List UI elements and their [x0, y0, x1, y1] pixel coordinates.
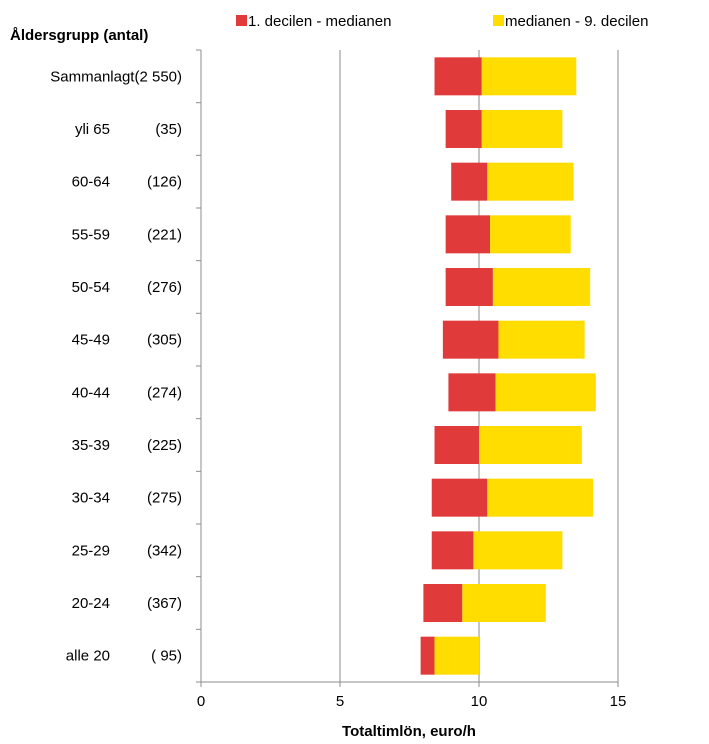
- category-name: 45-49: [72, 332, 110, 349]
- x-tick-label-5: 5: [336, 693, 344, 710]
- y-axis-title: Åldersgrupp (antal): [10, 27, 148, 44]
- legend-label-decile1: 1. decilen - medianen: [248, 13, 391, 30]
- category-labels: Sammanlagt(2 550) yli 65 (35) 60-64 (126) 55-…: [50, 68, 182, 664]
- category-count: (276): [147, 279, 182, 296]
- axes: [196, 49, 619, 687]
- category-count: (342): [147, 542, 182, 559]
- bar-decile1-median-8: [431, 478, 488, 517]
- bar-median-decile9-6: [495, 373, 596, 412]
- category-name: 40-44: [72, 384, 110, 401]
- category-count: ( 95): [151, 648, 182, 665]
- bar-median-decile9-7: [479, 426, 582, 464]
- category-label-3: 55-59 (221): [72, 226, 182, 243]
- bar-median-decile9-10: [462, 584, 546, 622]
- category-label-7: 35-39 (225): [72, 437, 182, 454]
- category-count: (225): [147, 437, 182, 454]
- category-label-0: Sammanlagt(2 550): [50, 68, 182, 85]
- category-label-11: alle 20 ( 95): [66, 648, 182, 665]
- category-name: 25-29: [72, 542, 110, 559]
- category-label-8: 30-34 (275): [72, 490, 182, 507]
- bar-decile1-median-1: [445, 110, 482, 148]
- legend-swatch-decile9: [493, 15, 504, 26]
- bar-decile1-median-3: [445, 215, 491, 254]
- bar-decile1-median-5: [442, 320, 499, 359]
- bar-median-decile9-3: [490, 215, 571, 254]
- bar-median-decile9-5: [498, 320, 585, 359]
- x-axis-title: Totaltimlön, euro/h: [342, 723, 476, 740]
- bar-decile1-median-11: [420, 636, 435, 675]
- category-name: 60-64: [72, 174, 110, 191]
- category-label-5: 45-49 (305): [72, 332, 182, 349]
- category-name: yli 65: [75, 121, 110, 138]
- category-label-9: 25-29 (342): [72, 542, 182, 559]
- category-label-2: 60-64 (126): [72, 174, 182, 191]
- category-count: (126): [147, 174, 182, 191]
- bar-median-decile9-1: [481, 110, 563, 148]
- bar-median-decile9-4: [492, 268, 591, 306]
- category-label-4: 50-54 (276): [72, 279, 182, 296]
- category-count: (305): [147, 332, 182, 349]
- x-tick-label-10: 10: [471, 693, 488, 710]
- x-tick-label-15: 15: [610, 693, 627, 710]
- x-tick-label-0: 0: [197, 693, 205, 710]
- category-name: alle 20: [66, 648, 110, 665]
- bar-decile1-median-9: [431, 531, 474, 570]
- bar-median-decile9-2: [487, 162, 574, 201]
- category-name: 50-54: [72, 279, 110, 296]
- bar-decile1-median-6: [448, 373, 496, 412]
- bar-decile1-median-0: [434, 57, 482, 96]
- category-name: 20-24: [72, 595, 110, 612]
- bar-decile1-median-4: [445, 268, 493, 306]
- bar-decile1-median-7: [434, 426, 479, 464]
- bars: [420, 57, 596, 675]
- category-name: 35-39: [72, 437, 110, 454]
- category-name: Sammanlagt(2 550): [50, 68, 182, 85]
- gridlines: [339, 50, 619, 682]
- category-name: 55-59: [72, 226, 110, 243]
- category-count: (275): [147, 490, 182, 507]
- bar-median-decile9-9: [473, 531, 563, 570]
- bar-decile1-median-10: [423, 584, 463, 622]
- bar-decile1-median-2: [451, 162, 488, 201]
- category-count: (367): [147, 595, 182, 612]
- bar-median-decile9-8: [487, 478, 593, 517]
- legend-swatch-decile1: [236, 15, 247, 26]
- category-label-10: 20-24 (367): [72, 595, 182, 612]
- bar-median-decile9-0: [481, 57, 577, 96]
- category-label-1: yli 65 (35): [75, 121, 182, 138]
- category-label-6: 40-44 (274): [72, 384, 182, 401]
- bar-median-decile9-11: [434, 636, 479, 675]
- legend: 1. decilen - medianen medianen - 9. deci…: [236, 13, 648, 30]
- category-name: 30-34: [72, 490, 110, 507]
- category-count: (35): [155, 121, 182, 138]
- x-tick-labels: 0 5 10 15: [197, 693, 627, 710]
- category-count: (274): [147, 384, 182, 401]
- category-count: (221): [147, 226, 182, 243]
- legend-label-decile9: medianen - 9. decilen: [505, 13, 648, 30]
